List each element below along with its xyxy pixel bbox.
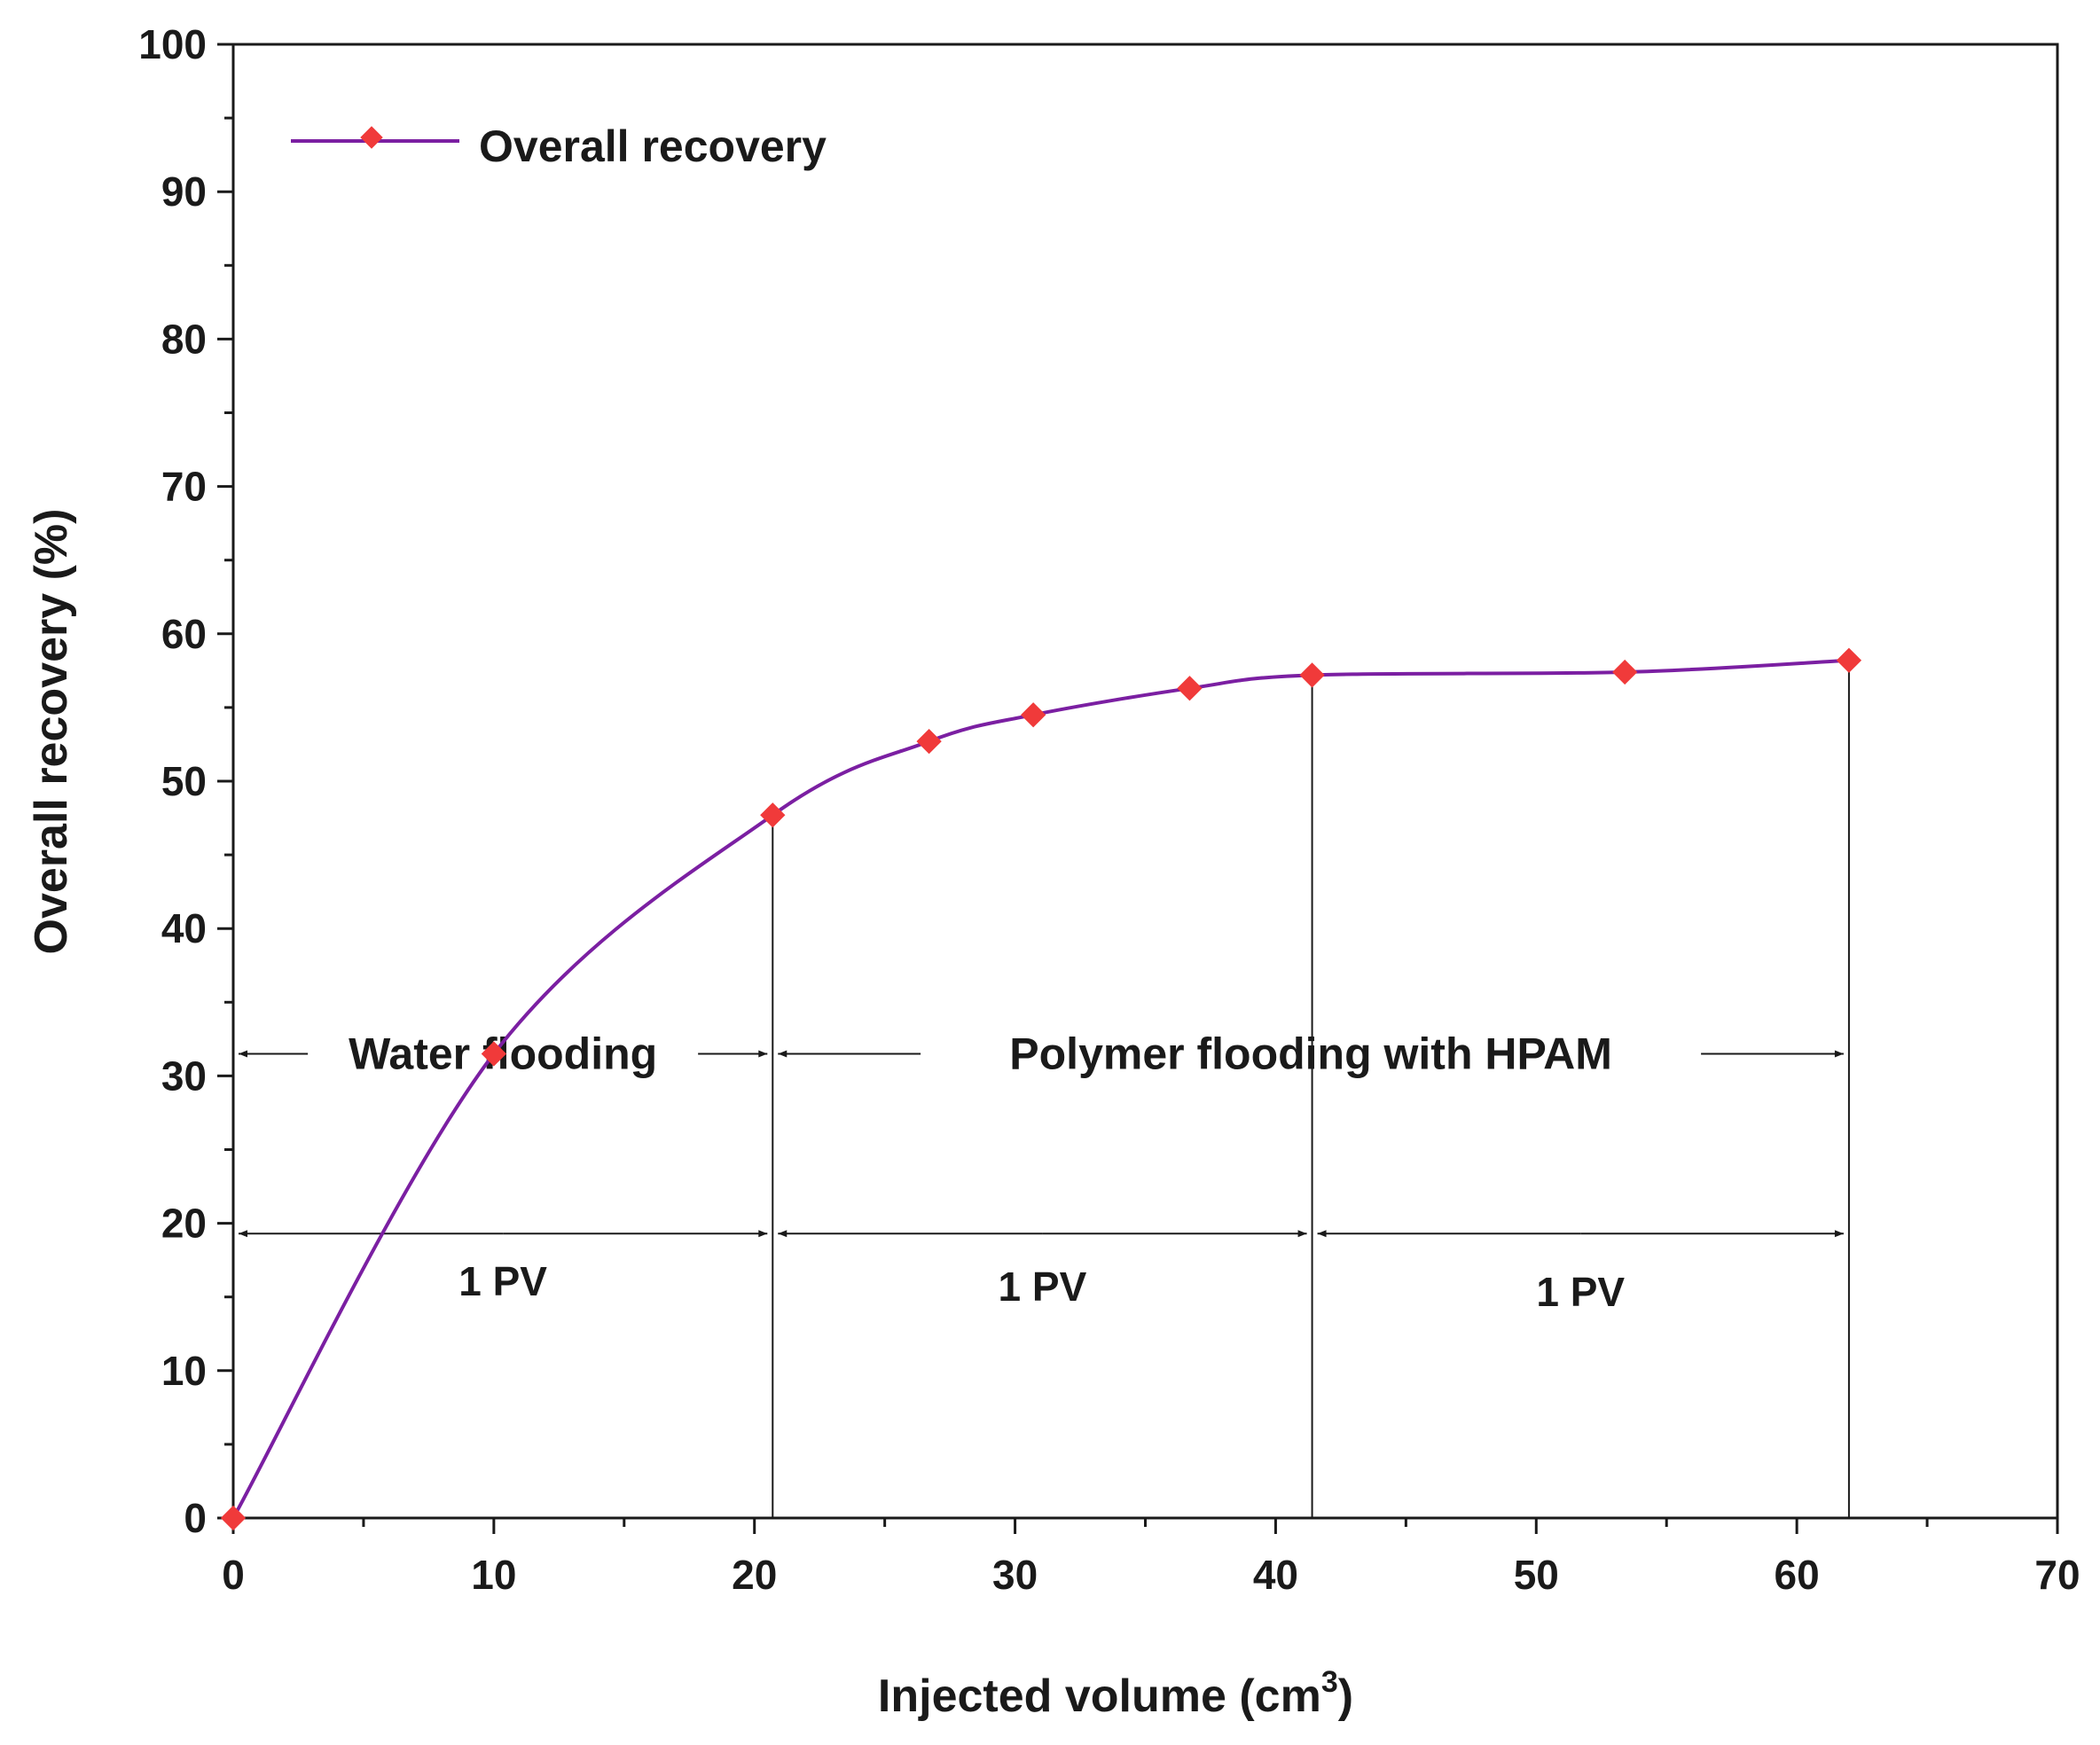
y-tick-label: 20	[161, 1201, 207, 1247]
x-tick-label: 40	[1253, 1552, 1298, 1598]
x-axis-title-close: )	[1338, 1671, 1353, 1722]
y-tick-label: 80	[161, 316, 207, 362]
x-axis-title-main: Injected volume (cm	[878, 1671, 1321, 1722]
y-tick-label: 100	[138, 21, 207, 67]
data-point	[220, 1505, 247, 1531]
data-point	[1177, 676, 1203, 701]
phase-2-label: Polymer flooding with HPAM	[1009, 1029, 1612, 1078]
data-point	[1612, 659, 1638, 685]
x-tick-label: 60	[1775, 1552, 1820, 1598]
legend: Overall recovery	[291, 121, 827, 171]
annotations: Water flooding Polymer flooding with HPAM…	[239, 1029, 1844, 1315]
y-tick-label: 70	[161, 464, 207, 510]
data-point	[481, 1041, 506, 1067]
x-tick-label: 70	[2034, 1552, 2080, 1598]
x-tick-label: 10	[471, 1552, 516, 1598]
y-tick-label: 90	[161, 168, 207, 215]
y-tick-label: 30	[161, 1052, 207, 1099]
y-tick-label: 50	[161, 758, 207, 804]
legend-entry: Overall recovery	[479, 121, 827, 171]
series-overall-recovery	[220, 647, 1862, 1531]
data-point	[916, 728, 942, 755]
data-point	[760, 802, 786, 828]
phase-boundary-lines	[772, 660, 1850, 1518]
y-tick-label: 0	[184, 1495, 207, 1541]
y-axis: 0 10 20 30 40 50 60 70 80 90 100	[138, 21, 233, 1541]
y-tick-label: 40	[161, 905, 207, 951]
x-axis-title-superscript: 3	[1321, 1665, 1338, 1699]
y-tick-label: 10	[161, 1348, 207, 1394]
series-line	[231, 658, 1850, 1519]
pore-volume-2-label: 1 PV	[999, 1264, 1087, 1310]
x-axis: 0 10 20 30 40 50 60 70	[222, 1518, 2080, 1598]
x-axis-title: Injected volume (cm3)	[878, 1665, 1353, 1722]
y-axis-title: Overall recovery (%)	[26, 509, 77, 955]
pore-volume-3-label: 1 PV	[1536, 1269, 1625, 1315]
x-tick-label: 30	[992, 1552, 1038, 1598]
legend-marker	[360, 126, 383, 149]
x-tick-label: 0	[222, 1552, 245, 1598]
data-point	[1020, 702, 1046, 728]
data-point	[1836, 647, 1862, 673]
y-tick-label: 60	[161, 611, 207, 657]
data-point	[1299, 662, 1325, 688]
x-tick-label: 50	[1514, 1552, 1559, 1598]
x-tick-label: 20	[732, 1552, 777, 1598]
pore-volume-1-label: 1 PV	[458, 1258, 547, 1304]
